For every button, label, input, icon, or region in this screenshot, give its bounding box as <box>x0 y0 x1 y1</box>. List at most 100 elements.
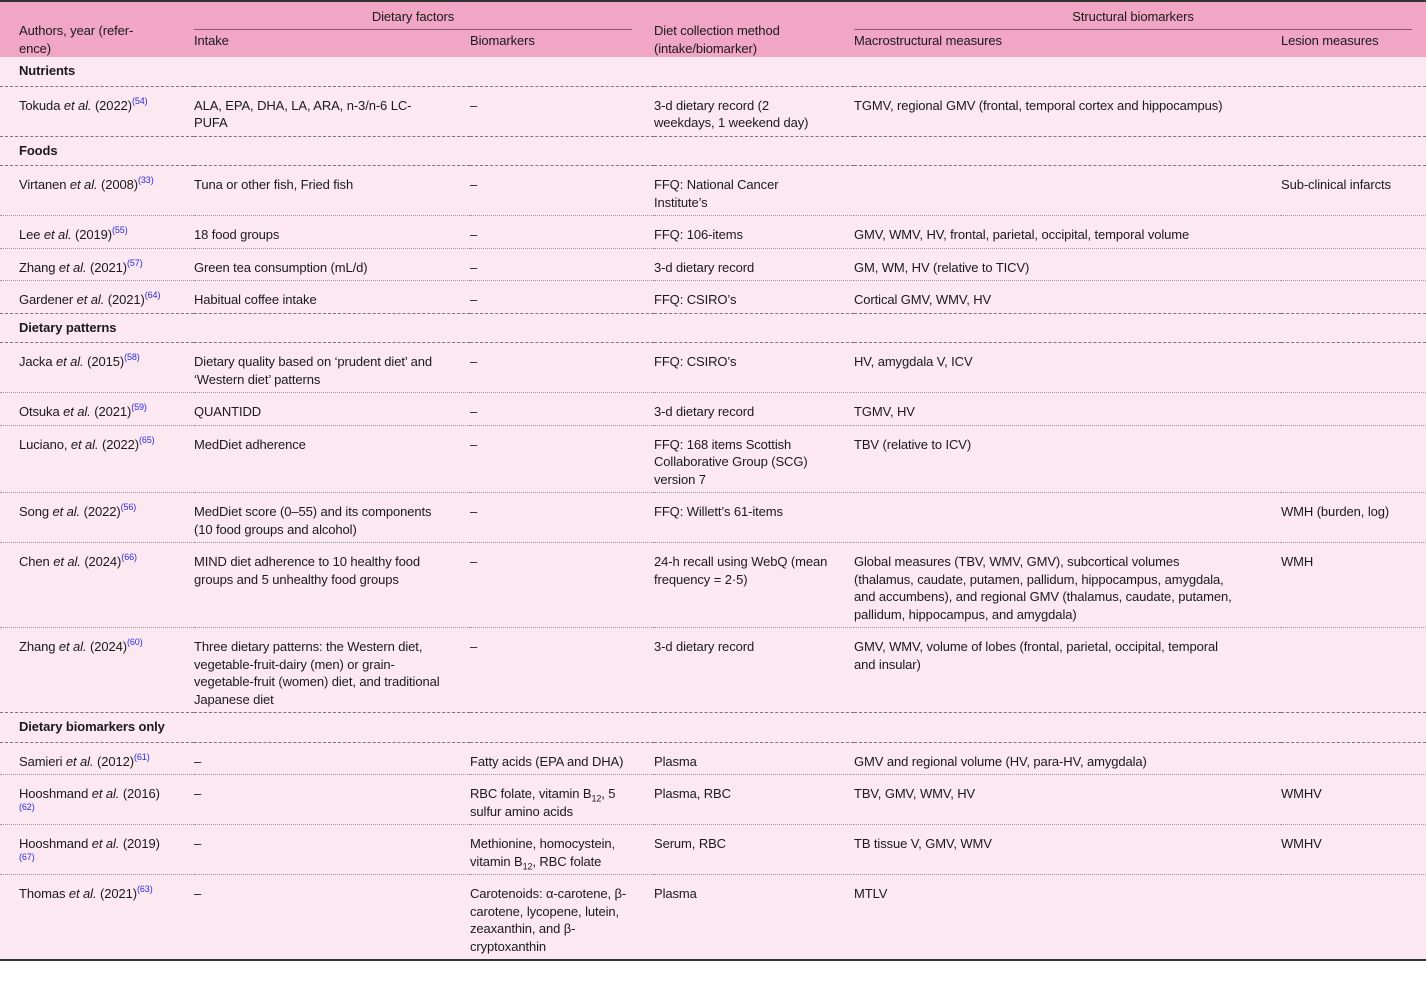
reference-link[interactable]: (65) <box>138 434 155 445</box>
cell-biomarkers: – <box>470 86 654 137</box>
et-al: et al. <box>65 753 94 769</box>
cell-method: Plasma, RBC <box>654 774 854 825</box>
et-al: et al. <box>52 504 81 519</box>
table-body: Nutrients Tokuda et al. (2022)(54) ALA, EP… <box>0 57 1426 961</box>
section-row: Nutrients <box>0 57 1426 87</box>
cell-macro: GMV, WMV, HV, frontal, parietal, occipit… <box>854 215 1281 249</box>
cell-intake: QUANTIDD <box>194 392 470 426</box>
cell-intake: – <box>194 742 470 775</box>
table-row: Gardener et al. (2021)(64) Habitual coffe… <box>0 280 1426 314</box>
year: (2015) <box>87 354 125 369</box>
reference-link[interactable]: (64) <box>144 290 161 300</box>
table-row: Chen et al. (2024)(66) MIND diet adherenc… <box>0 542 1426 628</box>
author-name: Hooshmand <box>19 786 89 801</box>
table-row: Zhang et al. (2024)(60) Three dietary pat… <box>0 627 1426 713</box>
cell-authors: Zhang et al. (2024)(60) <box>0 627 194 713</box>
text-segment: , 5 sulfur amino acids <box>470 786 616 819</box>
text-segment: Methionine, homocystein, vitamin B <box>470 836 616 869</box>
cell-biomarkers: – <box>470 248 654 281</box>
et-al: et al. <box>63 404 91 419</box>
author-name: Luciano, <box>19 436 68 452</box>
reference-link[interactable]: (62) <box>19 801 35 812</box>
cell-macro: TGMV, HV <box>854 392 1281 426</box>
cell-lesion: WMHV <box>1281 824 1426 875</box>
cell-authors: Samieri et al. (2012)(61) <box>0 742 194 775</box>
table-row: Hooshmand et al. (2016) (62) – RBC folate, … <box>0 774 1426 825</box>
et-al: et al. <box>76 292 105 307</box>
reference-link[interactable]: (67) <box>19 851 35 862</box>
cell-macro: TB tissue V, GMV, WMV <box>854 824 1281 875</box>
col-biomarkers: Biomarkers <box>470 32 535 48</box>
cell-macro: GMV, WMV, volume of lobes (frontal, pari… <box>854 627 1281 713</box>
year: (2019) <box>122 836 160 851</box>
table-row: Zhang et al. (2021)(57) Green tea consump… <box>0 248 1426 281</box>
cell-method: FFQ: CSIRO’s <box>654 280 854 314</box>
cell-authors: Hooshmand et al. (2016) (62) <box>0 774 194 825</box>
reference-link[interactable]: (58) <box>124 352 140 362</box>
table-row: Otsuka et al. (2021)(59) QUANTIDD –3-d die… <box>0 392 1426 426</box>
cell-method: Serum, RBC <box>654 824 854 875</box>
section-heading: Dietary patterns <box>0 313 1426 343</box>
year: (2019) <box>75 227 112 242</box>
section-heading: Dietary biomarkers only <box>0 712 1426 743</box>
cell-macro: GM, WM, HV (relative to TICV) <box>854 248 1281 281</box>
cell-lesion: Sub-clinical infarcts <box>1281 165 1426 216</box>
cell-lesion <box>1281 342 1426 393</box>
cell-intake: Green tea consumption (mL/d) <box>194 248 470 281</box>
col-authors: Authors, year (refer-ence) <box>19 23 134 56</box>
reference-link[interactable]: (33) <box>138 175 154 185</box>
cell-lesion <box>1281 742 1426 775</box>
section-row: Dietary biomarkers only <box>0 712 1426 743</box>
reference-link[interactable]: (56) <box>120 502 137 512</box>
cell-biomarkers: – <box>470 492 654 543</box>
studies-table: Authors, year (refer-ence) Dietary facto… <box>0 0 1426 961</box>
cell-biomarkers: Fatty acids (EPA and DHA) <box>470 742 654 775</box>
col-group-dietary-factors: Dietary factors <box>194 1 654 30</box>
cell-macro <box>854 165 1281 216</box>
reference-link[interactable]: (54) <box>131 95 148 106</box>
cell-macro: TBV (relative to ICV) <box>854 425 1281 493</box>
col-macro: Macrostructural measures <box>854 32 1002 48</box>
cell-macro: Global measures (TBV, WMV, GMV), subcort… <box>854 542 1281 628</box>
year: (2021) <box>90 259 127 275</box>
cell-biomarkers: Carotenoids: α-carotene, β-carotene, lyc… <box>470 874 654 961</box>
author-name: Gardener <box>19 292 74 307</box>
author-name: Lee <box>19 227 41 242</box>
cell-intake: Tuna or other fish, Fried fish <box>194 165 470 216</box>
reference-link[interactable]: (59) <box>131 402 147 412</box>
section-row: Dietary patterns <box>0 313 1426 343</box>
table-row: Lee et al. (2019)(55) 18 food groups – FFQ:… <box>0 215 1426 249</box>
cell-biomarkers: – <box>470 425 654 493</box>
reference-link[interactable]: (55) <box>112 225 128 235</box>
cell-lesion: WMH (burden, log) <box>1281 492 1426 543</box>
reference-link[interactable]: (61) <box>133 751 150 762</box>
cell-lesion <box>1281 627 1426 713</box>
author-name: Zhang <box>19 259 56 275</box>
reference-link[interactable]: (66) <box>121 552 137 562</box>
reference-link[interactable]: (60) <box>126 637 143 647</box>
year: (2024) <box>90 639 127 654</box>
reference-link[interactable]: (57) <box>126 257 143 268</box>
col-method: Diet collection method (intake/biomarker… <box>654 23 780 56</box>
cell-macro: GMV and regional volume (HV, para-HV, am… <box>854 742 1281 775</box>
et-al: et al. <box>58 639 87 654</box>
table-row: Samieri et al. (2012)(61) – Fatty acids (E… <box>0 742 1426 775</box>
cell-lesion: WMH <box>1281 542 1426 628</box>
reference-link[interactable]: (63) <box>136 884 153 894</box>
cell-authors: Otsuka et al. (2021)(59) <box>0 392 194 426</box>
cell-lesion <box>1281 86 1426 137</box>
author-name: Chen <box>19 554 50 569</box>
cell-intake: MedDiet adherence <box>194 425 470 493</box>
cell-authors: Virtanen et al. (2008)(33) <box>0 165 194 216</box>
cell-intake: – <box>194 824 470 875</box>
cell-method: 3-d dietary record (2 weekdays, 1 weeken… <box>654 86 854 137</box>
table-row: Luciano, et al. (2022)(65) MedDiet adhere… <box>0 425 1426 493</box>
cell-method: FFQ: National Cancer Institute’s <box>654 165 854 216</box>
section-heading: Nutrients <box>0 57 1426 87</box>
year: (2021) <box>94 404 132 419</box>
cell-biomarkers: – <box>470 342 654 393</box>
year: (2022) <box>101 436 139 452</box>
year: (2022) <box>94 97 132 113</box>
year: (2012) <box>97 753 134 769</box>
cell-biomarkers: – <box>470 627 654 713</box>
